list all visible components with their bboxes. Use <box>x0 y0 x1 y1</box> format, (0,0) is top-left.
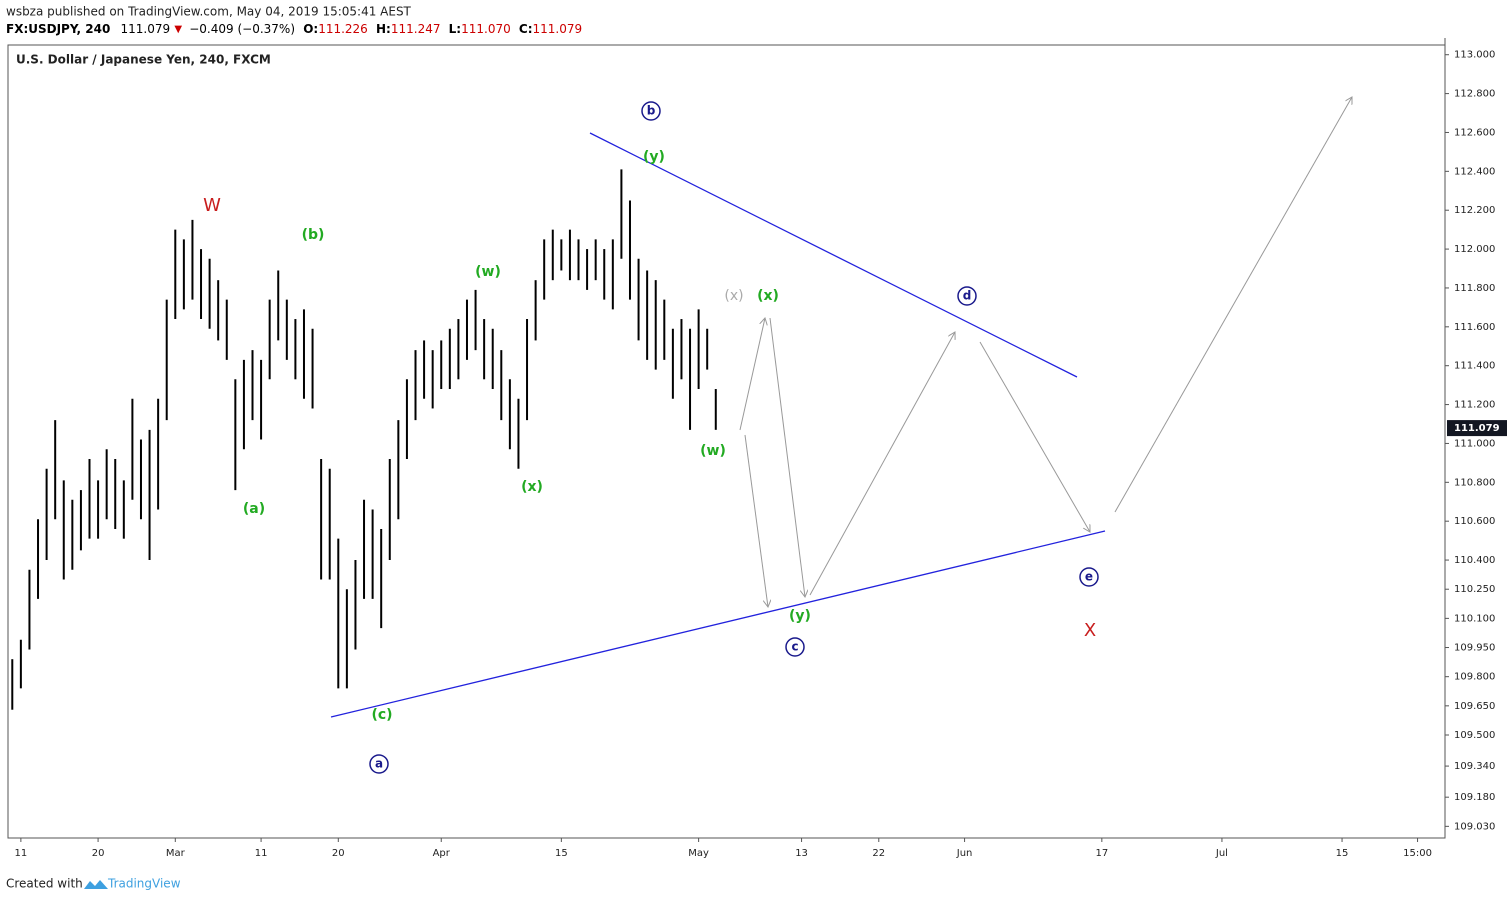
y-tick-label: 111.200 <box>1454 400 1495 411</box>
y-tick-label: 113.000 <box>1454 50 1495 61</box>
x-tick-label: 15:00 <box>1403 848 1432 859</box>
wave-circle <box>369 754 389 774</box>
wave-circle <box>785 637 805 657</box>
arrow <box>979 341 1090 532</box>
wave-label: (y) <box>789 608 811 624</box>
wave-label: (w) <box>700 443 726 459</box>
x-tick-label: Jul <box>1215 848 1228 859</box>
tv-logo <box>84 880 108 889</box>
wave-label: (b) <box>302 227 325 243</box>
wave-label: b <box>647 104 656 118</box>
low: 111.070 <box>461 22 511 36</box>
y-tick-label: 111.000 <box>1454 438 1495 449</box>
wave-label: c <box>791 640 798 654</box>
x-tick-label: 11 <box>15 848 28 859</box>
y-tick-label: 110.600 <box>1454 516 1495 527</box>
change: −0.409 (−0.37%) <box>189 22 295 36</box>
y-tick-label: 111.800 <box>1454 283 1495 294</box>
y-tick-label: 110.250 <box>1454 584 1495 595</box>
wave-label: (w) <box>475 264 501 280</box>
last-price-box <box>1447 420 1507 437</box>
trendlines <box>330 132 1106 718</box>
wave-label: (x) <box>724 288 743 304</box>
symbol: FX:USDJPY, 240 <box>6 22 110 36</box>
y-tick-label: 112.200 <box>1454 205 1495 216</box>
l-label: L: <box>449 22 461 36</box>
y-tick-label: 112.600 <box>1454 127 1495 138</box>
chart-title: U.S. Dollar / Japanese Yen, 240, FXCM <box>16 53 271 67</box>
y-tick-label: 111.600 <box>1454 322 1495 333</box>
wave-circle <box>957 286 977 306</box>
x-tick-label: 20 <box>92 848 105 859</box>
arrow <box>769 317 805 597</box>
wave-circle <box>1079 567 1099 587</box>
x-tick-label: Apr <box>433 848 451 859</box>
wave-label: X <box>1084 620 1096 641</box>
x-tick-label: 11 <box>255 848 268 859</box>
x-tick-label: 17 <box>1095 848 1108 859</box>
x-tick-label: 20 <box>332 848 345 859</box>
arrow <box>1114 97 1352 513</box>
y-tick-label: 112.000 <box>1454 244 1495 255</box>
y-tick-label: 110.100 <box>1454 613 1495 624</box>
x-tick-label: May <box>688 848 709 859</box>
wave-label: (c) <box>371 707 392 723</box>
high: 111.247 <box>391 22 441 36</box>
publisher: wsbza published on TradingView.com, May … <box>6 5 412 19</box>
y-tick-label: 109.180 <box>1454 792 1495 803</box>
y-tick-label: 111.400 <box>1454 361 1495 372</box>
wave-circle <box>641 101 661 121</box>
wave-label: (y) <box>643 149 665 165</box>
wave-label: (a) <box>243 501 265 517</box>
x-tick-label: 15 <box>1336 848 1349 859</box>
upper-trendline <box>589 132 1078 378</box>
projection-arrows <box>739 97 1352 607</box>
wave-label: (x) <box>521 479 543 495</box>
c-label: C: <box>519 22 533 36</box>
x-tick-label: Jun <box>956 848 973 859</box>
last: 111.079 <box>121 22 171 36</box>
y-tick-label: 109.030 <box>1454 821 1495 832</box>
y-tick-label: 109.800 <box>1454 672 1495 683</box>
x-tick-label: Mar <box>166 848 186 859</box>
wave-label: a <box>375 757 383 771</box>
x-tick-label: 13 <box>795 848 808 859</box>
y-tick-label: 112.800 <box>1454 89 1495 100</box>
x-tick-label: 22 <box>872 848 885 859</box>
y-tick-label: 109.500 <box>1454 730 1495 741</box>
x-tick-label: 15 <box>555 848 568 859</box>
y-tick-label: 112.400 <box>1454 166 1495 177</box>
arrow <box>744 434 768 607</box>
arrow <box>809 332 955 596</box>
wave-label: d <box>963 289 972 303</box>
h-label: H: <box>376 22 391 36</box>
created-with: Created with <box>6 877 83 891</box>
o-label: O: <box>303 22 318 36</box>
y-tick-label: 109.950 <box>1454 643 1495 654</box>
open: 111.226 <box>318 22 368 36</box>
symbol-line: FX:USDJPY, 240 111.079 ▼ −0.409 (−0.37%)… <box>6 22 582 36</box>
y-tick-label: 109.340 <box>1454 761 1495 772</box>
last-price-label: 111.079 <box>1454 423 1500 434</box>
wave-label: (x) <box>757 288 779 304</box>
wave-label: W <box>203 195 221 216</box>
y-tick-label: 110.800 <box>1454 477 1495 488</box>
plot-frame <box>7 44 1446 839</box>
arrow <box>739 318 765 431</box>
brand: TradingView <box>107 877 181 891</box>
y-tick-label: 110.400 <box>1454 555 1495 566</box>
wave-label: e <box>1085 570 1093 584</box>
close: 111.079 <box>533 22 583 36</box>
down-triangle: ▼ <box>174 24 182 35</box>
y-tick-label: 109.650 <box>1454 701 1495 712</box>
lower-trendline <box>330 530 1106 718</box>
